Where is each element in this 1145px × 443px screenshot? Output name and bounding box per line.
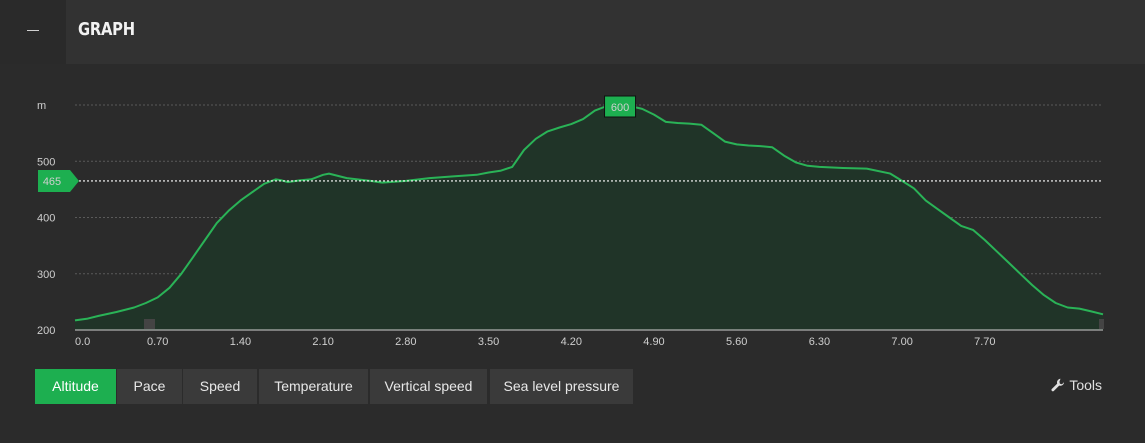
x-tick-label: 4.90 [643, 336, 664, 348]
altitude-area [75, 105, 1103, 330]
reference-badge [38, 169, 79, 192]
tab-sea-level-pressure[interactable]: Sea level pressure [490, 369, 633, 404]
collapse-button[interactable] [0, 0, 66, 64]
x-tick-label: 0.0 [75, 336, 90, 348]
max-value-label: 600 [611, 102, 629, 114]
tab-speed[interactable]: Speed [183, 369, 257, 404]
page-title: GRAPH [78, 19, 135, 40]
y-axis-unit: m [37, 100, 46, 112]
tab-altitude[interactable]: Altitude [35, 369, 116, 404]
wrench-icon [1051, 378, 1065, 392]
x-tick-label: 6.30 [809, 336, 830, 348]
x-tick-label: 7.70 [974, 336, 995, 348]
tools-button[interactable]: Tools [1051, 377, 1102, 393]
x-tick-label: 2.10 [312, 336, 333, 348]
tab-pace[interactable]: Pace [117, 369, 182, 404]
x-tick-label: 1.40 [230, 336, 251, 348]
x-tick-label: 7.00 [891, 336, 912, 348]
reference-label: 465 [43, 176, 61, 188]
y-tick-label: 300 [37, 269, 55, 281]
tab-vertical-speed[interactable]: Vertical speed [370, 369, 487, 404]
tools-label: Tools [1069, 377, 1102, 393]
x-tick-label: 0.70 [147, 336, 168, 348]
x-tick-label: 2.80 [395, 336, 416, 348]
x-tick-label: 5.60 [726, 336, 747, 348]
altitude-chart: m 200 300 400 500 0.0 0.70 1.40 2.10 2.80 3.50 4.20… [37, 95, 1104, 348]
header-bar: GRAPH [0, 0, 1145, 64]
max-value-badge [604, 95, 637, 118]
y-tick-label: 400 [37, 213, 55, 225]
x-tick-label: 4.20 [561, 336, 582, 348]
segment-marker-end [1099, 319, 1104, 329]
altitude-line [74, 104, 1104, 322]
y-tick-label: 500 [37, 156, 55, 168]
x-tick-label: 3.50 [478, 336, 499, 348]
tab-temperature[interactable]: Temperature [259, 369, 368, 404]
segment-marker [144, 319, 155, 329]
minus-icon [27, 30, 39, 31]
y-tick-label: 200 [37, 325, 55, 337]
